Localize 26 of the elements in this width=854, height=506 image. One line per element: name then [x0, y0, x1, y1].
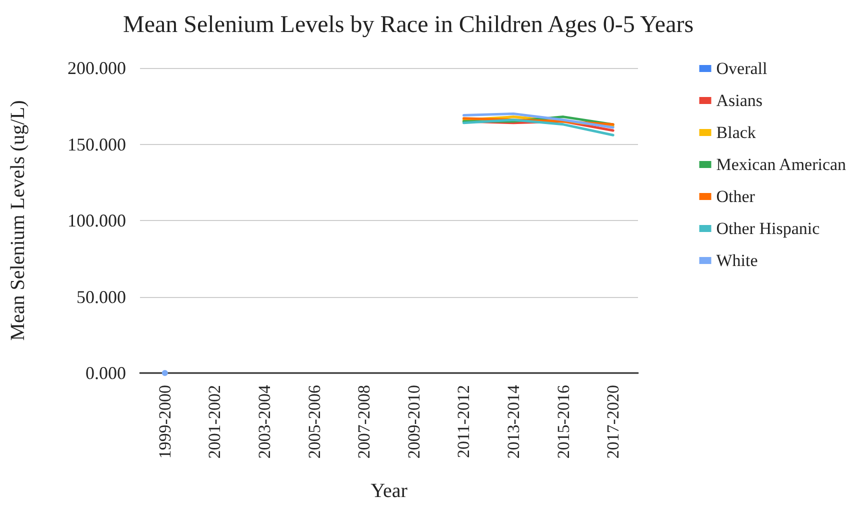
y-tick-label: 200.000: [68, 58, 126, 78]
x-tick-label: 2001-2002: [205, 385, 224, 459]
x-tick-label: 2013-2014: [504, 384, 523, 459]
x-axis-title: Year: [370, 480, 408, 502]
x-tick-label: 2005-2006: [304, 385, 324, 459]
legend-label: Other Hispanic: [716, 219, 820, 238]
x-tick-label: 2011-2012: [454, 385, 474, 458]
y-tick-label: 50.000: [76, 286, 126, 307]
legend-label: Black: [716, 123, 756, 142]
x-tick-label: 2007-2008: [354, 385, 374, 459]
legend-label: White: [716, 251, 758, 270]
x-tick-label: 2015-2016: [554, 385, 573, 459]
y-tick-label: 100.000: [68, 210, 126, 230]
y-tick-label: 150.000: [68, 134, 126, 154]
x-tick-label: 2003-2004: [255, 384, 274, 459]
legend-label: Other: [716, 187, 756, 206]
legend-label: Asians: [716, 91, 763, 110]
legend-label: Overall: [716, 59, 768, 78]
legend-label: Mexican American: [716, 155, 847, 174]
x-tick-label: 2017-2020: [604, 385, 623, 459]
y-axis-title: Mean Selenium Levels (ug/L): [7, 100, 29, 341]
chart-title: Mean Selenium Levels by Race in Children Ages 0-5 Years: [123, 12, 694, 38]
x-tick-label: 2009-2010: [404, 385, 424, 459]
y-tick-label: 0.000: [86, 363, 126, 383]
line-series: [462, 118, 614, 136]
x-tick-label: 1999-2000: [155, 385, 174, 459]
